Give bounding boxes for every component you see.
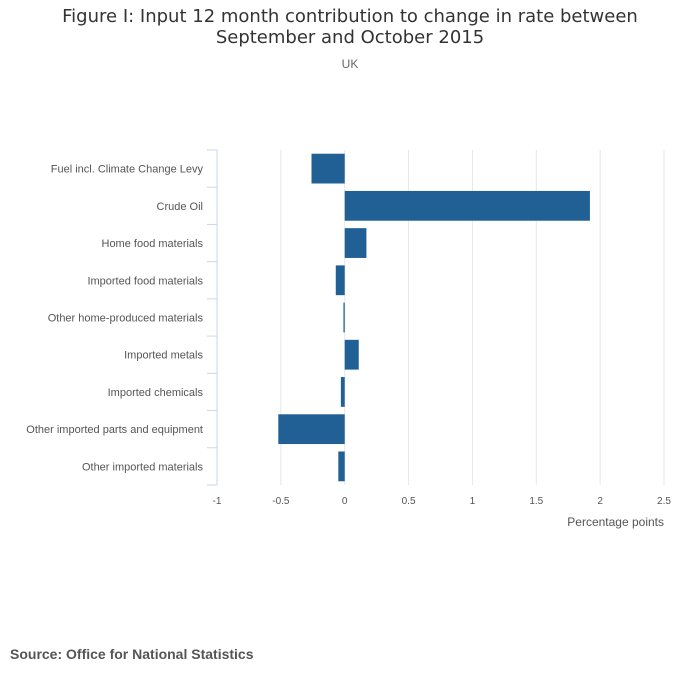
category-label: Other home-produced materials (48, 313, 204, 325)
bar (344, 190, 590, 221)
bar (311, 153, 345, 184)
bars (278, 153, 590, 482)
category-axis (207, 149, 218, 486)
bar (344, 339, 359, 370)
x-tick-label: 1 (470, 496, 476, 507)
category-label: Imported chemicals (108, 387, 204, 399)
category-label: Fuel incl. Climate Change Levy (51, 164, 204, 176)
category-label: Imported food materials (87, 275, 203, 287)
category-label: Other imported parts and equipment (26, 424, 203, 436)
bar (344, 228, 367, 258)
category-label: Home food materials (102, 238, 204, 250)
chart-subtitle: UK (341, 57, 359, 71)
source-note: Source: Office for National Statistics (10, 646, 254, 662)
bar (338, 451, 345, 482)
x-axis-title: Percentage points (567, 515, 664, 529)
x-tick-label: 1.5 (529, 496, 543, 507)
category-labels: Fuel incl. Climate Change Levy Crude Oil H… (26, 164, 203, 474)
x-tick-label: -1 (213, 496, 222, 507)
x-tick-label: 0.5 (402, 496, 416, 507)
category-label: Crude Oil (157, 201, 203, 213)
chart-title: Figure I: Input 12 month contribution to… (62, 6, 638, 48)
bar (343, 302, 345, 333)
x-tick-label: -0.5 (272, 496, 290, 507)
category-label: Imported metals (124, 350, 203, 362)
x-tick-label: 0 (342, 496, 348, 507)
bar (335, 265, 345, 296)
category-label: Other imported materials (82, 461, 204, 473)
x-axis-ticks: -1 -0.5 0 0.5 1 1.5 2 2.5 (213, 496, 672, 507)
x-tick-label: 2 (597, 496, 603, 507)
bar (278, 414, 345, 445)
x-tick-label: 2.5 (657, 496, 671, 507)
bar (340, 377, 345, 407)
